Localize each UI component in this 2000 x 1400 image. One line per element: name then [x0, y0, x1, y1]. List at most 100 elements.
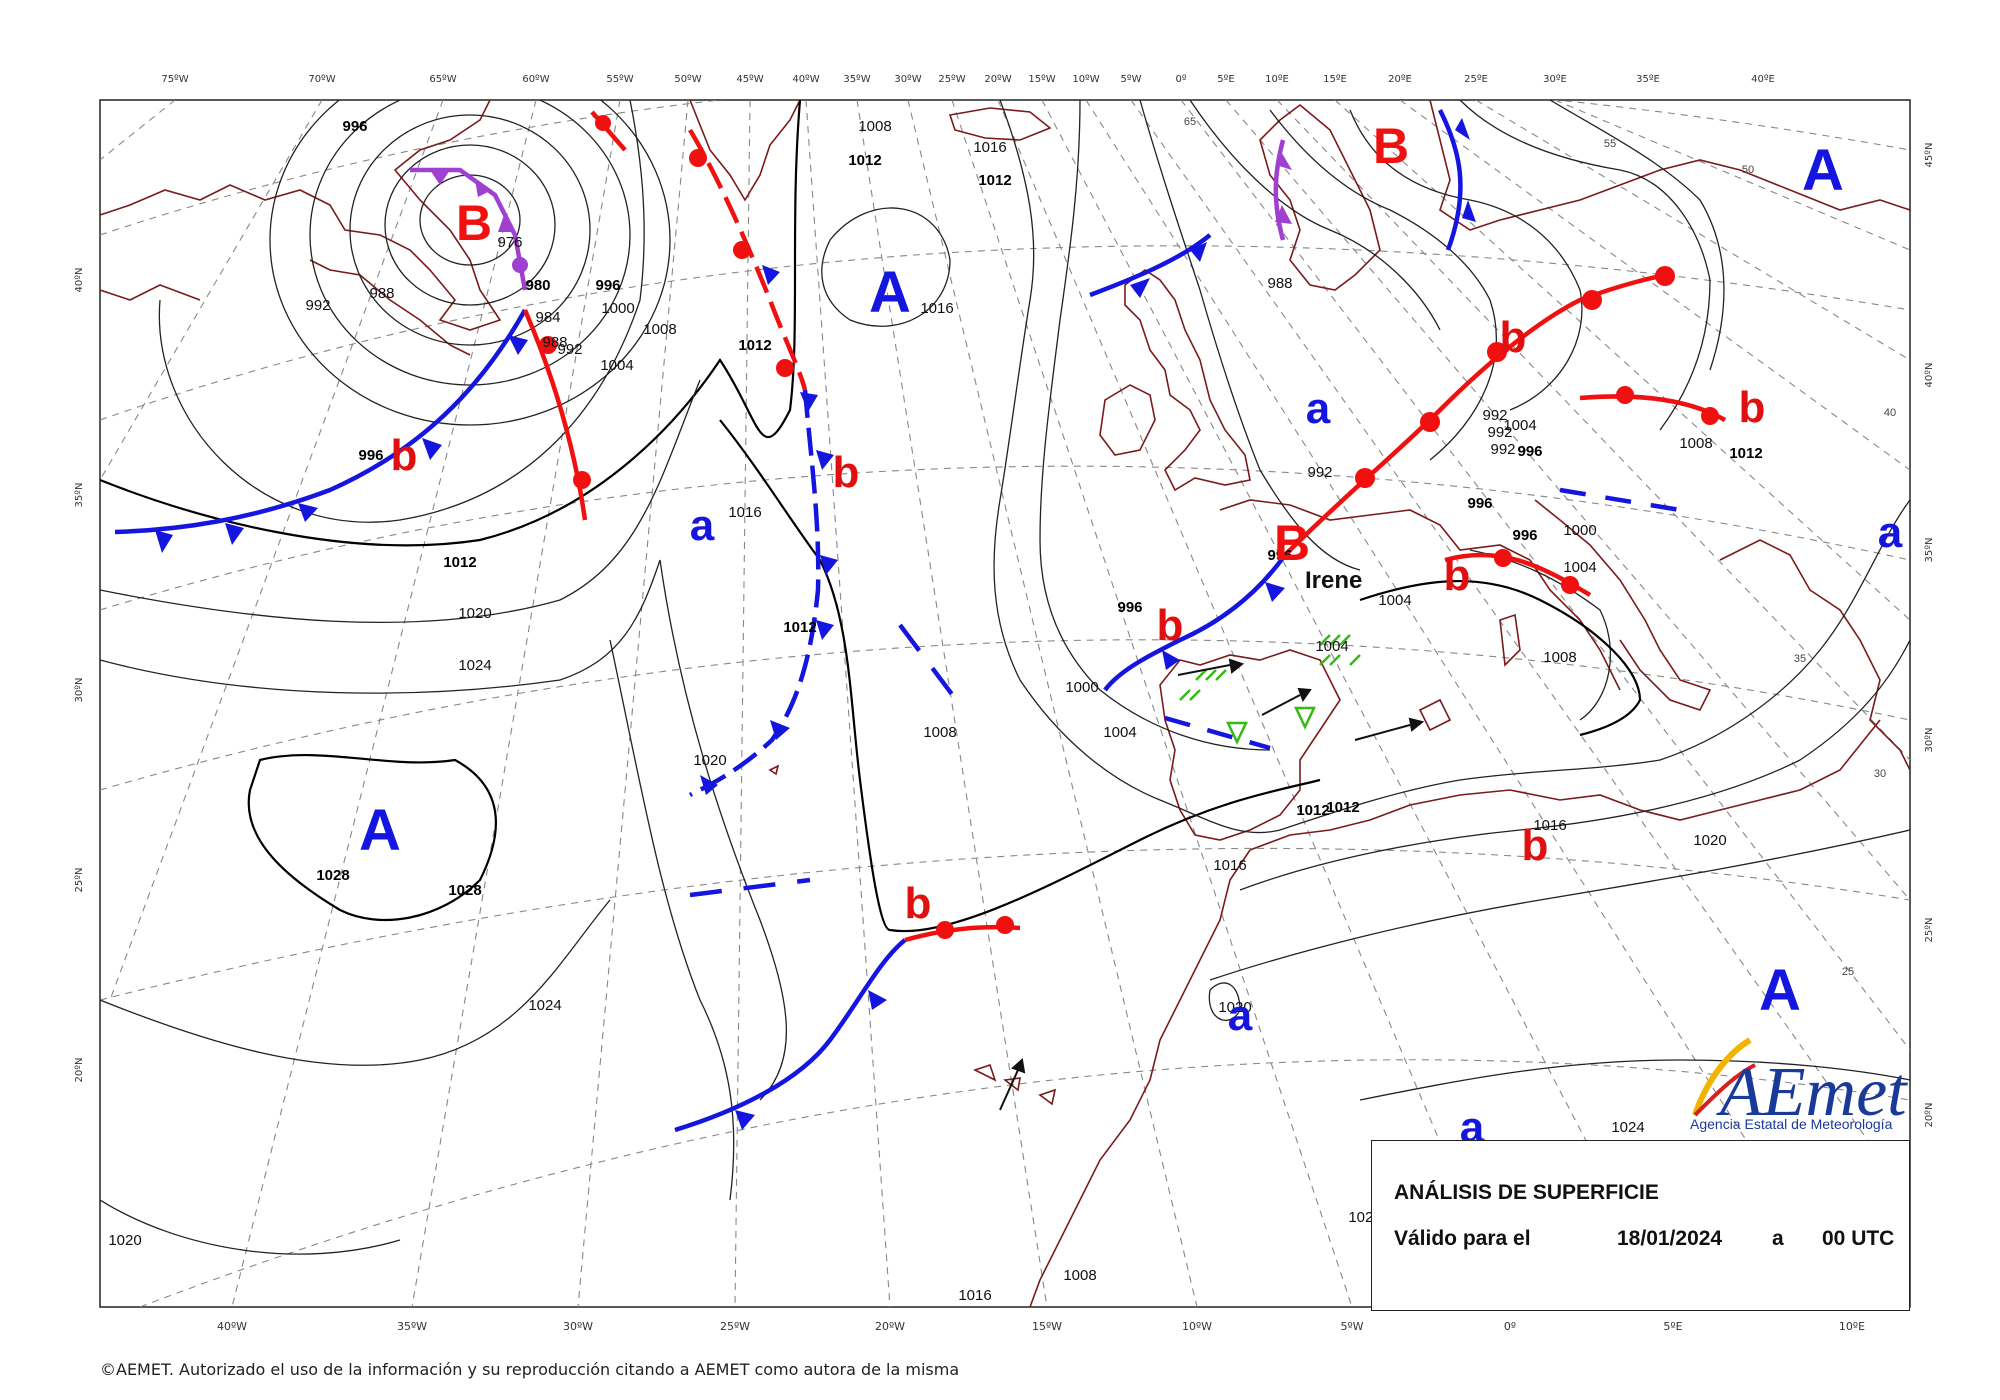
isobar — [1549, 100, 1725, 371]
lon-label: 20ºE — [1388, 74, 1412, 85]
weak-low-center: b — [1739, 383, 1766, 432]
isobar-label: 992 — [305, 297, 330, 314]
cold-front-icon — [700, 775, 718, 795]
coastline-azores — [768, 764, 780, 776]
isobar-label: 1012 — [1296, 802, 1329, 819]
trough-icon — [689, 877, 811, 898]
isobar — [1349, 109, 1583, 411]
isobar-label: 992 — [1487, 424, 1512, 441]
meridian-line — [100, 100, 176, 161]
lat-label: 30ºN — [1924, 728, 1935, 753]
weak-high-center: a — [1228, 991, 1253, 1040]
warm-front-icon — [776, 359, 794, 377]
high-pressure-center: A — [1802, 138, 1844, 203]
warm-front-icon — [936, 921, 954, 939]
cold-front — [114, 308, 527, 535]
isobar-label: 1012 — [978, 172, 1011, 189]
isobar-label: 1004 — [1563, 559, 1596, 576]
isobar-label: 1016 — [728, 504, 761, 521]
coastline-italy-adriatic — [1534, 499, 1712, 711]
isobar-1016 — [821, 207, 951, 327]
lon-label: 5ºW — [1121, 74, 1142, 85]
lon-label: 5ºW — [1340, 1320, 1363, 1333]
coastline-great-britain — [1124, 269, 1251, 492]
cold-front-icon — [1455, 118, 1470, 140]
isobar-label: 1016 — [958, 1287, 991, 1304]
isobar-label: 1000 — [1065, 679, 1098, 696]
isobar-label: 980 — [525, 277, 550, 294]
coastline-france-italy — [1219, 499, 1621, 691]
cold-front — [1089, 233, 1212, 298]
cold-front-icon — [816, 450, 834, 470]
coastline-north-america — [100, 100, 502, 331]
isobar — [1239, 639, 1910, 891]
isobar-label: 996 — [1467, 495, 1492, 512]
isobar-1012 — [100, 100, 802, 547]
isobar-label: 1020 — [458, 605, 491, 622]
isobar — [1469, 549, 1612, 721]
isobar-label: 992 — [1482, 407, 1507, 424]
cold-front-icon — [298, 503, 318, 522]
wind-arrow-icon — [999, 658, 1425, 1111]
lat-marker: 50 — [1742, 164, 1754, 176]
shower-icon — [1226, 721, 1248, 745]
cold-front-icon — [868, 990, 887, 1010]
lat-label: 40ºN — [1924, 363, 1935, 388]
bottom-longitude-labels: 40ºW 35ºW 30ºW 25ºW 20ºW 15ºW 10ºW 5ºW 0… — [217, 1320, 1865, 1333]
isobar-label: 1004 — [1315, 638, 1348, 655]
coastline-greenland — [689, 100, 801, 202]
parallel-line — [100, 245, 1910, 421]
coastline-labrador — [309, 259, 471, 356]
info-box: ANÁLISIS DE SUPERFICIE Válido para el 18… — [1371, 1140, 1910, 1311]
isobar — [309, 100, 631, 386]
isobar — [100, 559, 661, 694]
isobar-label: 1008 — [1063, 1267, 1096, 1284]
weak-high-center: a — [1306, 384, 1331, 433]
coastline-north-africa — [1249, 719, 1881, 851]
isobar — [100, 1199, 401, 1255]
isobar — [1139, 100, 1361, 571]
warm-front — [688, 128, 808, 391]
lon-label: 35ºW — [397, 1320, 427, 1333]
isobar-label: 992 — [557, 341, 582, 358]
lon-label: 0º — [1504, 1320, 1516, 1333]
meridian-line — [1276, 100, 1910, 761]
isobar-label: 1008 — [643, 321, 676, 338]
lat-marker: 65 — [1184, 116, 1196, 128]
occluded-front-icon — [430, 170, 450, 185]
coastline-ireland — [1099, 384, 1156, 456]
isobar — [1208, 982, 1241, 1022]
isobar — [349, 114, 591, 346]
isobar-label: 992 — [1307, 464, 1332, 481]
lon-label: 60ºW — [522, 74, 549, 85]
logo-swoosh — [1693, 1063, 1756, 1117]
weak-high-center: a — [690, 501, 715, 550]
isobar-label: 1016 — [973, 139, 1006, 156]
lon-label: 10ºE — [1265, 74, 1289, 85]
isobar-1012 — [889, 778, 1321, 933]
lon-label: 35ºW — [843, 74, 870, 85]
isobar-label: 1020 — [1693, 832, 1726, 849]
isobar-label: 1016 — [1213, 857, 1246, 874]
weak-low-center: b — [1500, 313, 1527, 362]
warm-front-icon — [595, 115, 611, 131]
lon-label: 75ºW — [161, 74, 188, 85]
isobar-label: 996 — [342, 118, 367, 135]
map-title: ANÁLISIS DE SUPERFICIE — [1394, 1181, 1659, 1204]
graticule — [100, 100, 1910, 1307]
coastline-west-africa — [1029, 849, 1251, 1307]
left-latitude-labels: 40ºN 35ºN 30ºN 25ºN 20ºN — [74, 268, 85, 1083]
occluded-front-icon — [512, 257, 528, 273]
isobar-label: 1020 — [693, 752, 726, 769]
isobar — [1279, 499, 1910, 831]
lon-label: 65ºW — [429, 74, 456, 85]
lon-label: 25ºE — [1464, 74, 1488, 85]
cold-front-icon — [422, 438, 442, 460]
lat-marker: 25 — [1842, 966, 1854, 978]
valid-time: 00 UTC — [1822, 1227, 1895, 1250]
meridian-line — [805, 100, 891, 1307]
isobar-label: 1020 — [1218, 999, 1251, 1016]
cold-front-icon — [1130, 278, 1150, 298]
isobar — [100, 899, 611, 1066]
logo-swoosh — [1692, 1037, 1752, 1116]
